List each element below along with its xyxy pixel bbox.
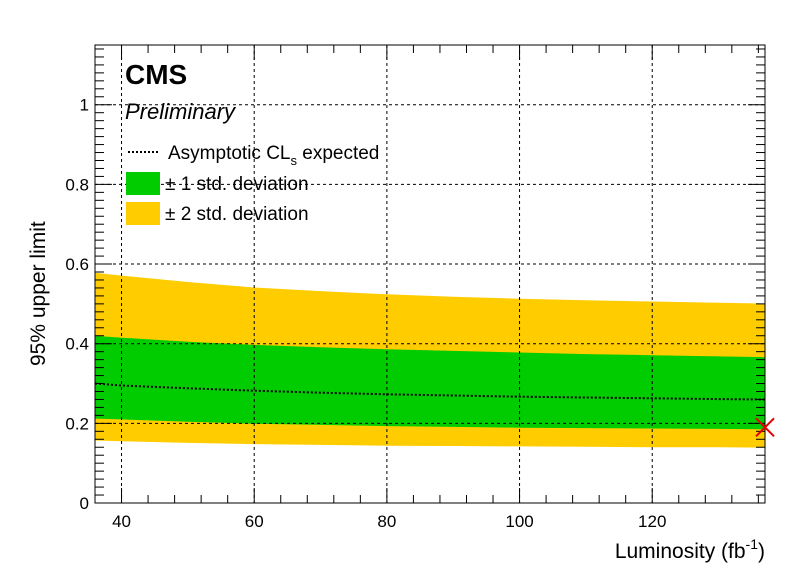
y-tick-label: 0.2 (65, 414, 89, 433)
x-axis-title: Luminosity (fb-1) (615, 536, 765, 563)
y-tick-label: 1 (80, 96, 89, 115)
experiment-label: CMS (125, 59, 187, 90)
x-tick-label: 60 (245, 512, 264, 531)
band-1sigma (95, 335, 765, 430)
expected-line (94, 382, 766, 401)
legend: Asymptotic CLs expected ± 1 std. deviati… (126, 143, 379, 225)
legend-1sigma-label: ± 1 std. deviation (165, 174, 309, 195)
marker-layer (755, 417, 775, 438)
legend-1sigma-swatch (126, 172, 160, 195)
legend-expected-label: Asymptotic CLs expected (168, 143, 379, 168)
legend-expected-name: Asymptotic CL (168, 143, 290, 164)
legend-2sigma-label: ± 2 std. deviation (165, 204, 309, 225)
y-tick-label: 0 (80, 494, 89, 513)
frame-layer (94, 44, 766, 504)
legend-expected-sub: s (290, 153, 297, 168)
x-tick-label: 80 (377, 512, 396, 531)
tick-layer (94, 45, 765, 504)
x-axis-title-sup: -1 (746, 536, 759, 552)
y-axis-title: 95% upper limit (27, 221, 50, 366)
grid-layer (95, 45, 765, 503)
x-axis-title-close: ) (758, 540, 765, 563)
y-tick-label: 0.4 (65, 335, 89, 354)
legend-expected-suffix: expected (297, 143, 379, 164)
tick-label-layer: 40 60 80 100 120 0 0.2 0.4 0.6 0.8 1 (65, 96, 666, 531)
x-tick-label: 40 (112, 512, 131, 531)
x-axis-title-main: Luminosity (fb (615, 540, 746, 563)
y-tick-label: 0.8 (65, 175, 89, 194)
x-tick-label: 120 (638, 512, 666, 531)
status-label: Preliminary (125, 99, 237, 124)
plot-frame (94, 44, 766, 504)
y-tick-label: 0.6 (65, 255, 89, 274)
bands-layer (95, 272, 765, 448)
observed-marker-stroke-b (755, 417, 775, 438)
legend-2sigma-swatch (126, 202, 160, 225)
line-layer (94, 382, 766, 401)
x-tick-label: 100 (505, 512, 533, 531)
